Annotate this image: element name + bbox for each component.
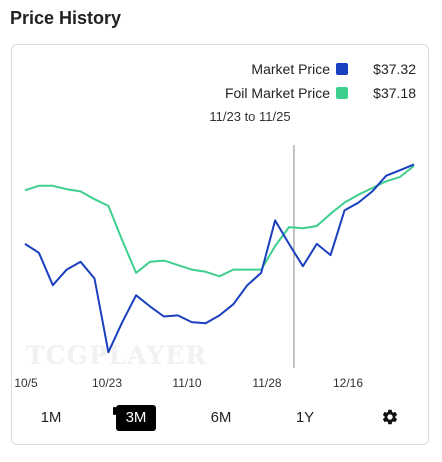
- x-tick-label: 11/10: [172, 376, 201, 390]
- x-tick-label: 10/5: [14, 376, 38, 390]
- x-tick-label: 11/28: [252, 376, 281, 390]
- active-indicator: [113, 407, 116, 415]
- range-1y-button[interactable]: 1Y: [295, 409, 315, 426]
- range-6m-button[interactable]: 6M: [210, 409, 232, 426]
- x-tick-label: 10/23: [92, 376, 122, 390]
- page-title: Price History: [10, 8, 122, 28]
- watermark: TCGPLAYER: [26, 341, 207, 370]
- range-1m-button[interactable]: 1M: [40, 409, 62, 426]
- gear-icon[interactable]: [381, 408, 399, 426]
- legend-label: Market Price: [251, 61, 330, 77]
- legend-value: $37.32: [373, 61, 416, 77]
- legend-label: Foil Market Price: [224, 85, 330, 101]
- price-history-card: [11, 44, 429, 445]
- legend-foil-market-price: Foil Market Price $37.18: [225, 84, 416, 102]
- foil-market-price-line: [24, 165, 415, 278]
- hover-date-range: 11/23 to 11/25: [209, 109, 291, 124]
- legend-value: $37.18: [373, 85, 416, 101]
- legend-swatch: [336, 87, 348, 99]
- legend-swatch: [336, 63, 348, 75]
- legend-market-price: Market Price $37.32: [251, 60, 416, 78]
- x-tick-label: 12/16: [333, 376, 363, 390]
- market-price-line: [24, 163, 415, 354]
- range-3m-button[interactable]: 3M: [116, 405, 156, 431]
